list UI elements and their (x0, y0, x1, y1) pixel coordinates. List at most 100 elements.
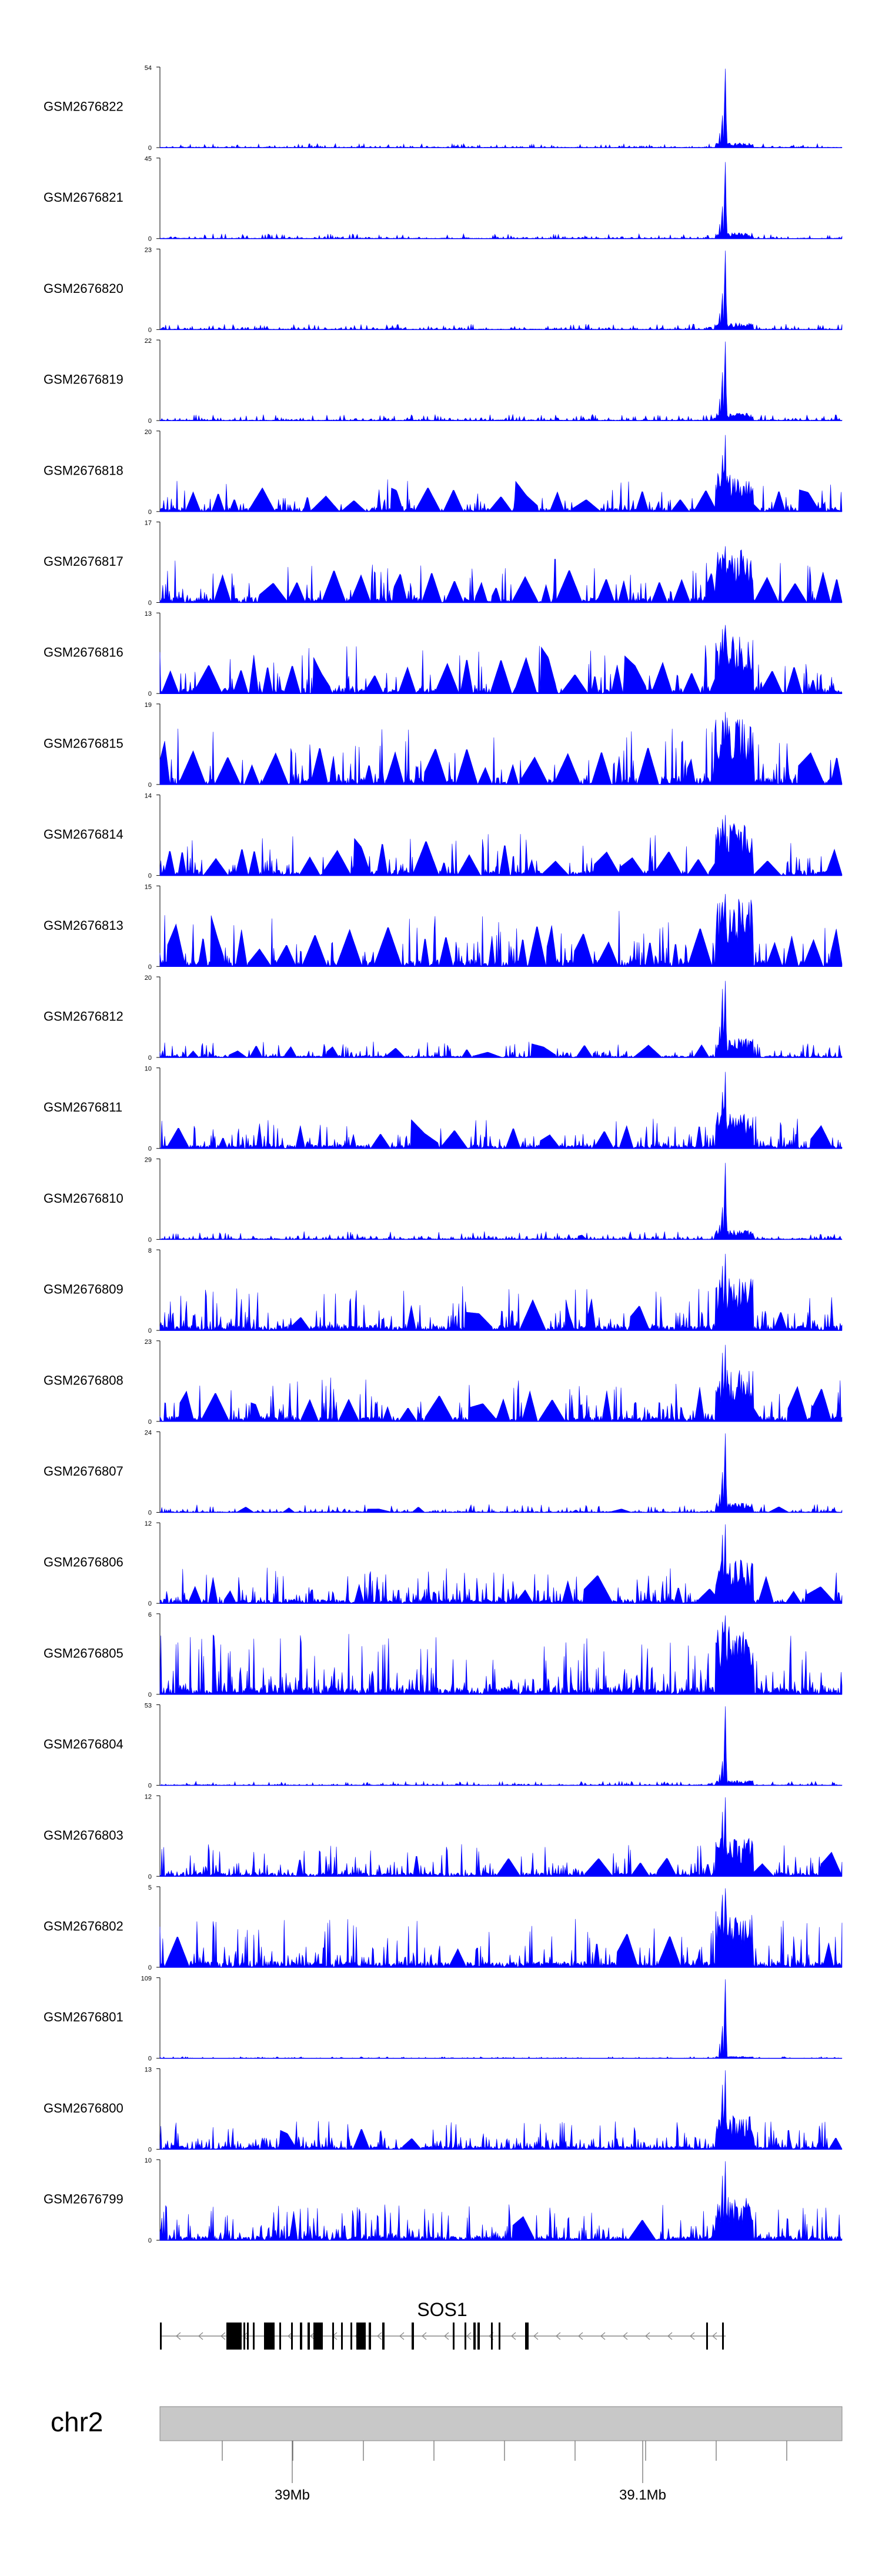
y-min-label: 0 (148, 1783, 152, 1790)
y-min-label: 0 (148, 2056, 152, 2063)
track-gsm2676812: GSM2676812 20 0 (44, 975, 843, 1062)
coverage-area (159, 251, 843, 331)
y-min-label: 0 (148, 326, 152, 333)
coverage-area (159, 435, 843, 512)
y-max-label: 13 (145, 610, 152, 618)
track-gsm2676809: GSM2676809 8 0 (44, 1247, 843, 1334)
strand-arrow (466, 2332, 472, 2340)
coverage-area (159, 1615, 843, 1695)
exon (491, 2323, 493, 2350)
exon (332, 2323, 334, 2350)
strand-arrow (220, 2332, 226, 2340)
exon (313, 2323, 323, 2350)
y-min-label: 0 (148, 1873, 152, 1880)
coverage-area (159, 1163, 843, 1240)
exon (382, 2323, 385, 2350)
coverage-area (159, 1253, 843, 1332)
y-min-label: 0 (148, 600, 152, 607)
exon (291, 2323, 293, 2350)
strand-arrow (422, 2332, 427, 2340)
exon (722, 2323, 724, 2350)
exon (253, 2323, 255, 2350)
coverage-area (159, 1344, 843, 1422)
y-min-label: 0 (148, 145, 152, 152)
coverage-area (159, 1433, 843, 1513)
y-min-label: 0 (148, 2146, 152, 2153)
track-gsm2676803: GSM2676803 12 0 (44, 1793, 843, 1880)
track-label: GSM2676800 (44, 2101, 123, 2115)
track-label: GSM2676803 (44, 1828, 123, 1843)
track-label: GSM2676812 (44, 1009, 123, 1024)
chromosome-band (159, 2406, 843, 2441)
exon (525, 2323, 529, 2350)
track-gsm2676808: GSM2676808 23 0 (44, 1339, 843, 1426)
y-max-label: 54 (145, 65, 152, 72)
y-max-label: 17 (145, 520, 152, 527)
strand-arrow (533, 2332, 539, 2340)
y-max-label: 23 (145, 246, 152, 253)
y-min-label: 0 (148, 236, 152, 243)
track-label: GSM2676801 (44, 2010, 123, 2024)
track-gsm2676807: GSM2676807 24 0 (44, 1430, 843, 1517)
track-gsm2676801: GSM2676801 109 0 (44, 1976, 843, 2063)
exon (477, 2323, 480, 2350)
track-gsm2676818: GSM2676818 20 0 (44, 429, 843, 516)
y-max-label: 10 (145, 1066, 152, 1073)
exon (706, 2323, 708, 2350)
strand-arrow (667, 2332, 673, 2340)
y-min-label: 0 (148, 1691, 152, 1699)
strand-arrow (645, 2332, 650, 2340)
track-gsm2676805: GSM2676805 6 0 (44, 1611, 843, 1699)
track-label: GSM2676808 (44, 1373, 123, 1387)
coverage-area (159, 712, 843, 785)
strand-arrow (600, 2332, 606, 2340)
y-min-label: 0 (148, 1055, 152, 1062)
coverage-area (159, 1524, 843, 1604)
y-max-label: 20 (145, 975, 152, 982)
track-label: GSM2676799 (44, 2192, 123, 2207)
track-label: GSM2676821 (44, 190, 123, 205)
exon (279, 2323, 281, 2350)
y-min-label: 0 (148, 1236, 152, 1243)
y-max-label: 45 (145, 156, 152, 163)
strand-arrow (288, 2332, 293, 2340)
y-max-label: 12 (145, 1520, 152, 1527)
y-min-label: 0 (148, 1146, 152, 1153)
y-min-label: 0 (148, 782, 152, 789)
track-gsm2676813: GSM2676813 15 0 (44, 883, 843, 970)
chromosome-tick-label: 39.1Mb (619, 2487, 666, 2503)
exon (453, 2323, 455, 2350)
coverage-area (159, 68, 843, 149)
y-max-label: 23 (145, 1339, 152, 1346)
y-min-label: 0 (148, 509, 152, 516)
coverage-area (159, 2161, 843, 2241)
y-max-label: 12 (145, 1793, 152, 1800)
strand-arrow (690, 2332, 695, 2340)
y-max-label: 53 (145, 1703, 152, 1710)
exon (369, 2323, 371, 2350)
y-min-label: 0 (148, 418, 152, 425)
y-max-label: 13 (145, 2066, 152, 2073)
coverage-area (159, 1072, 843, 1149)
track-label: GSM2676804 (44, 1737, 123, 1751)
exon (412, 2323, 414, 2350)
exon (499, 2323, 500, 2350)
strand-arrow (399, 2332, 405, 2340)
track-label: GSM2676815 (44, 736, 123, 750)
strand-arrow (623, 2332, 628, 2340)
y-max-label: 29 (145, 1156, 152, 1163)
track-label: GSM2676811 (44, 1100, 122, 1115)
y-max-label: 8 (148, 1247, 152, 1254)
y-min-label: 0 (148, 873, 152, 880)
track-gsm2676815: GSM2676815 19 0 (44, 702, 843, 789)
track-label: GSM2676806 (44, 1555, 123, 1570)
coverage-area (159, 341, 843, 421)
exon (341, 2323, 343, 2350)
track-gsm2676819: GSM2676819 22 0 (44, 338, 843, 425)
exon (473, 2323, 476, 2350)
y-max-label: 109 (141, 1976, 152, 1983)
y-max-label: 14 (145, 793, 152, 800)
track-gsm2676806: GSM2676806 12 0 (44, 1520, 843, 1607)
y-min-label: 0 (148, 1600, 152, 1607)
